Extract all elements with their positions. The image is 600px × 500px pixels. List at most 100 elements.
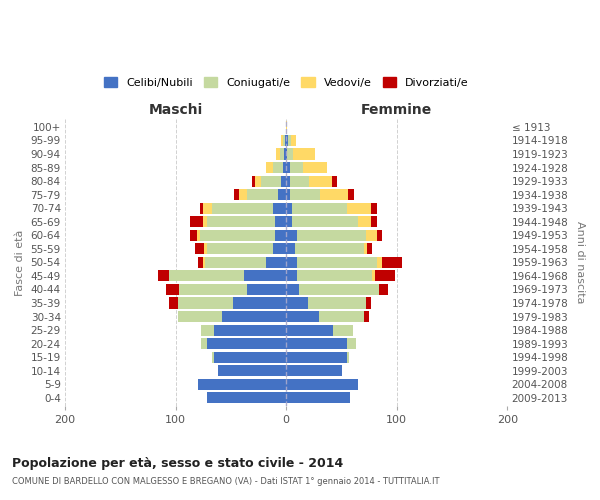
Bar [196,244,205,254]
Bar [275,216,286,228]
Bar [292,202,347,213]
Bar [158,270,169,281]
Bar [332,324,353,336]
Bar [286,202,292,213]
Bar [178,311,222,322]
Bar [212,352,214,363]
Bar [206,244,273,254]
Bar [252,176,255,186]
Bar [373,270,374,281]
Bar [284,148,286,160]
Bar [169,298,178,308]
Bar [281,176,286,186]
Bar [297,257,377,268]
Bar [348,189,353,200]
Bar [198,378,286,390]
Bar [374,270,395,281]
Bar [273,202,286,213]
Text: Maschi: Maschi [148,102,203,117]
Bar [364,244,367,254]
Bar [255,176,261,186]
Bar [286,338,347,349]
Bar [169,270,244,281]
Bar [203,216,206,228]
Bar [286,284,299,295]
Bar [286,324,332,336]
Bar [310,176,332,186]
Bar [233,298,286,308]
Bar [239,189,247,200]
Bar [201,324,214,336]
Bar [364,311,369,322]
Bar [214,324,286,336]
Bar [347,352,349,363]
Bar [179,284,247,295]
Bar [214,352,286,363]
Bar [200,202,203,213]
Bar [247,284,286,295]
Bar [293,148,315,160]
Bar [285,135,286,146]
Bar [332,176,337,186]
Bar [290,189,320,200]
Bar [289,135,290,146]
Bar [299,284,379,295]
Bar [319,311,364,322]
Bar [206,216,275,228]
Bar [190,216,203,228]
Bar [379,284,388,295]
Text: COMUNE DI BARDELLO CON MALGESSO E BREGANO (VA) - Dati ISTAT 1° gennaio 2014 - TU: COMUNE DI BARDELLO CON MALGESSO E BREGAN… [12,478,439,486]
Bar [278,189,286,200]
Bar [287,148,293,160]
Bar [366,298,371,308]
Bar [286,216,292,228]
Bar [347,202,371,213]
Bar [286,270,297,281]
Bar [382,257,403,268]
Bar [377,230,382,241]
Bar [286,298,308,308]
Bar [201,338,206,349]
Bar [371,202,377,213]
Bar [281,135,283,146]
Bar [308,298,366,308]
Bar [266,162,273,173]
Bar [275,230,286,241]
Bar [297,270,373,281]
Text: Popolazione per età, sesso e stato civile - 2014: Popolazione per età, sesso e stato civil… [12,458,343,470]
Bar [198,257,203,268]
Bar [273,162,283,173]
Bar [283,162,286,173]
Bar [367,244,373,254]
Bar [286,148,287,160]
Bar [371,216,377,228]
Y-axis label: Fasce di età: Fasce di età [15,229,25,296]
Bar [212,202,273,213]
Bar [286,392,350,404]
Bar [190,230,197,241]
Bar [347,338,356,349]
Bar [247,189,278,200]
Bar [266,257,286,268]
Bar [200,230,275,241]
Bar [218,365,286,376]
Bar [286,311,319,322]
Bar [244,270,286,281]
Bar [292,216,358,228]
Bar [286,352,347,363]
Bar [205,244,206,254]
Bar [286,244,295,254]
Bar [286,189,290,200]
Bar [297,230,366,241]
Bar [276,148,280,160]
Legend: Celibi/Nubili, Coniugati/e, Vedovi/e, Divorziati/e: Celibi/Nubili, Coniugati/e, Vedovi/e, Di… [100,72,473,92]
Bar [320,189,348,200]
Bar [295,244,364,254]
Bar [286,378,358,390]
Bar [261,176,281,186]
Bar [206,338,286,349]
Y-axis label: Anni di nascita: Anni di nascita [575,221,585,304]
Bar [366,230,377,241]
Bar [197,230,200,241]
Bar [290,135,296,146]
